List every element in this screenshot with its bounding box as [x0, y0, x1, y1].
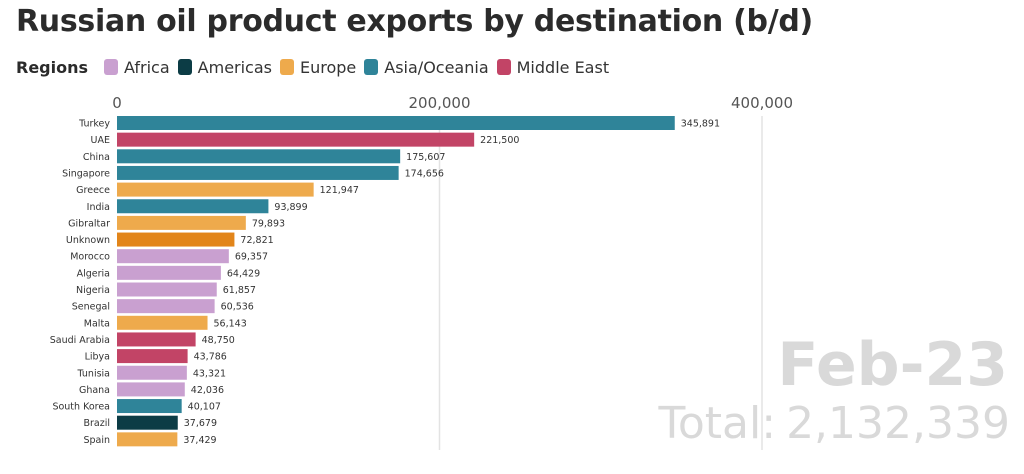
legend-label-asia-oceania: Asia/Oceania: [384, 57, 489, 77]
legend-swatch-africa: [104, 59, 119, 75]
value-label-south-korea: 40,107: [188, 402, 221, 413]
bar-singapore: [117, 165, 399, 180]
bar-saudi-arabia: [117, 332, 196, 347]
value-label-saudi-arabia: 48,750: [202, 335, 235, 346]
value-label-libya: 43,786: [194, 352, 227, 363]
total-watermark: Total: 2,132,339: [648, 398, 1010, 449]
x-tick-label-200000: 200,000: [408, 94, 470, 112]
value-label-greece: 121,947: [320, 185, 359, 196]
value-label-algeria: 64,429: [227, 268, 260, 279]
category-label-saudi-arabia: Saudi Arabia: [50, 335, 110, 346]
legend-item-europe[interactable]: Europe: [280, 58, 356, 77]
x-tick-label-400000: 400,000: [731, 94, 793, 112]
legend-item-middle-east[interactable]: Middle East: [496, 57, 610, 77]
category-label-nigeria: Nigeria: [76, 285, 110, 296]
bar-india: [117, 199, 269, 214]
legend-swatch-asia-oceania: [364, 59, 379, 75]
category-label-unknown: Unknown: [66, 235, 110, 246]
legend-label-europe: Europe: [300, 57, 357, 77]
legend-label-americas: Americas: [197, 57, 272, 77]
category-label-uae: UAE: [91, 135, 110, 146]
bar-china: [117, 149, 401, 164]
bar-turkey: [117, 116, 675, 130]
bar-nigeria: [117, 282, 217, 297]
value-label-turkey: 345,891: [681, 119, 720, 130]
legend-label-africa: Africa: [124, 57, 170, 77]
category-label-brazil: Brazil: [83, 418, 110, 429]
legend-swatch-europe: [280, 59, 294, 75]
bar-morocco: [117, 249, 229, 264]
category-label-algeria: Algeria: [77, 268, 110, 279]
bar-uae: [117, 132, 475, 147]
bar-malta: [117, 315, 208, 330]
category-label-ghana: Ghana: [79, 385, 110, 396]
bar-gibraltar: [117, 215, 246, 230]
category-label-spain: Spain: [83, 435, 110, 446]
bar-spain: [117, 432, 178, 447]
value-label-morocco: 69,357: [235, 252, 268, 263]
bar-brazil: [117, 415, 178, 430]
period-watermark: Feb-23: [777, 330, 1008, 400]
category-label-libya: Libya: [85, 352, 110, 363]
value-label-china: 175,607: [406, 152, 445, 163]
category-label-malta: Malta: [84, 318, 110, 329]
value-label-uae: 221,500: [480, 135, 519, 146]
value-label-tunisia: 43,321: [193, 368, 226, 379]
value-label-ghana: 42,036: [191, 385, 224, 396]
legend-label-middle-east: Middle East: [516, 57, 610, 77]
value-label-nigeria: 61,857: [223, 285, 256, 296]
value-label-singapore: 174,656: [405, 168, 444, 179]
value-label-unknown: 72,821: [240, 235, 273, 246]
legend-item-africa[interactable]: Africa: [104, 58, 170, 77]
value-label-india: 93,899: [274, 202, 307, 213]
category-label-singapore: Singapore: [62, 168, 110, 179]
value-label-gibraltar: 79,893: [252, 218, 285, 229]
legend-title: Regions: [16, 57, 89, 77]
category-label-turkey: Turkey: [78, 119, 110, 130]
bar-greece: [117, 182, 314, 197]
category-label-tunisia: Tunisia: [77, 368, 110, 379]
category-label-greece: Greece: [76, 185, 110, 196]
value-label-spain: 37,429: [183, 435, 216, 446]
value-label-senegal: 60,536: [221, 302, 254, 313]
bar-tunisia: [117, 365, 187, 380]
x-tick-label-0: 0: [112, 94, 122, 112]
legend-swatch-americas: [177, 59, 192, 75]
total-label: Total:: [658, 398, 777, 449]
value-label-brazil: 37,679: [184, 418, 217, 429]
category-label-china: China: [83, 152, 110, 163]
category-label-india: India: [87, 202, 110, 213]
category-label-gibraltar: Gibraltar: [68, 218, 110, 229]
value-label-malta: 56,143: [214, 318, 247, 329]
legend: Regions Africa Americas Europe Asia/Ocea…: [16, 56, 617, 78]
bar-algeria: [117, 265, 221, 280]
legend-item-americas[interactable]: Americas: [177, 57, 272, 77]
legend-swatch-middle-east: [496, 59, 511, 75]
bar-libya: [117, 349, 188, 364]
bar-ghana: [117, 382, 185, 397]
category-label-south-korea: South Korea: [52, 402, 110, 413]
chart-title: Russian oil product exports by destinati…: [16, 4, 813, 39]
legend-item-asia-oceania[interactable]: Asia/Oceania: [364, 57, 489, 77]
category-label-senegal: Senegal: [72, 302, 110, 313]
bar-unknown: [117, 232, 235, 247]
bar-senegal: [117, 299, 215, 314]
total-value: 2,132,339: [786, 398, 1010, 449]
bar-south-korea: [117, 399, 182, 414]
category-label-morocco: Morocco: [70, 252, 110, 263]
